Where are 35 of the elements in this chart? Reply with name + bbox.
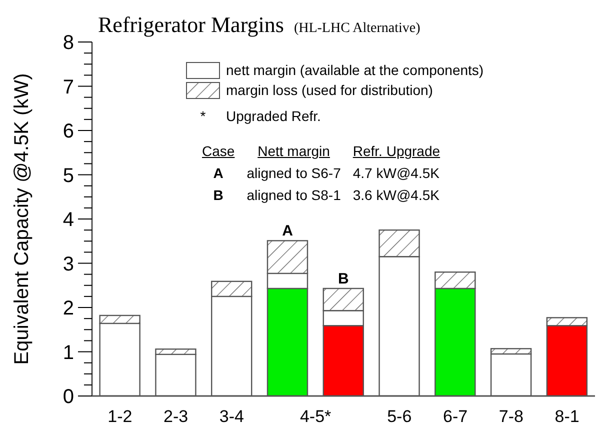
annotation: 3.6 kW@4.5K: [352, 186, 440, 205]
annotation: aligned to S6-7: [246, 164, 342, 183]
x-tick-label: 4-5*: [300, 407, 332, 426]
x-tick-label: 3-4: [219, 407, 244, 426]
legend-label: nett margin (available at the components): [226, 61, 484, 80]
legend-label: margin loss (used for distribution): [226, 81, 433, 100]
annotation: Case: [201, 142, 236, 161]
y-tick-label: 8: [62, 32, 74, 54]
annotation: Refr. Upgrade: [352, 142, 442, 161]
annotation: Upgraded Refr.: [226, 107, 321, 126]
annotation: Nett margin: [256, 142, 331, 161]
chart-subtitle: (HL-LHC Alternative): [294, 21, 420, 36]
x-tick-label: 5-6: [387, 407, 412, 426]
data-label: A: [282, 222, 294, 240]
y-tick-label: 3: [62, 253, 74, 276]
y-tick-label: 5: [62, 164, 74, 187]
annotation: aligned to S8-1: [246, 186, 342, 205]
x-tick-label: 2-3: [164, 407, 188, 426]
x-tick-label: 8-1: [554, 407, 580, 426]
x-tick-label: 7-8: [498, 407, 524, 426]
x-tick-label: 6-7: [442, 407, 468, 426]
annotation: A: [212, 164, 224, 183]
y-tick-label: 2: [62, 298, 74, 320]
data-label: B: [338, 270, 349, 288]
annotation: B: [212, 186, 224, 205]
x-tick-label: 1-2: [108, 407, 132, 426]
y-tick-label: 1: [62, 342, 74, 364]
y-tick-label: 7: [62, 76, 74, 98]
y-tick-label: 0: [62, 386, 74, 408]
annotation: 4.7 kW@4.5K: [352, 164, 440, 183]
annotation: *: [199, 107, 207, 126]
y-tick-label: 4: [62, 209, 74, 231]
y-tick-label: 6: [62, 120, 74, 142]
chart-title: Refrigerator Margins: [98, 12, 284, 37]
y-axis-title: Equivalent Capacity @4.5K (kW): [11, 73, 34, 365]
